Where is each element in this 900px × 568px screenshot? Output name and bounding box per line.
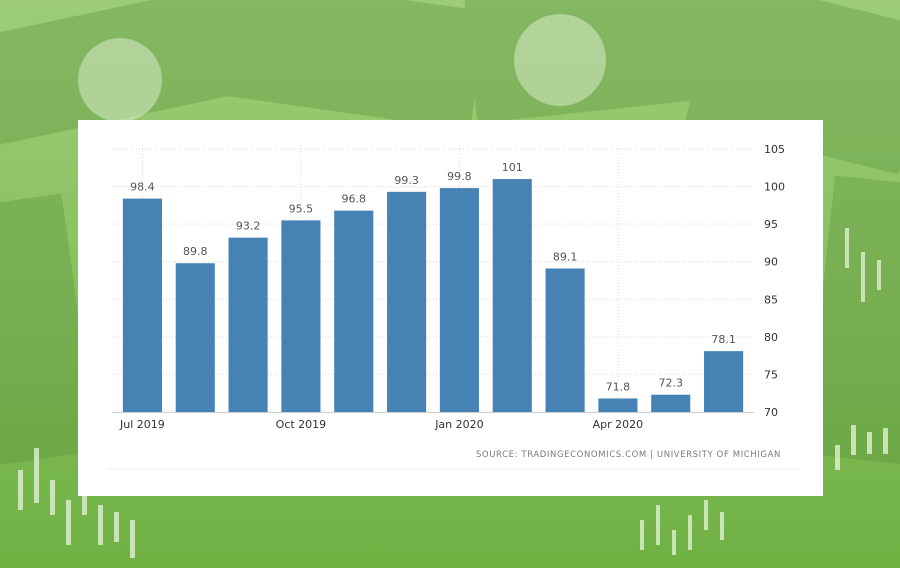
chart-source: SOURCE: TRADINGECONOMICS.COM | UNIVERSIT… [475, 450, 781, 460]
y-tick-label: 85 [764, 293, 778, 306]
bar-jul-2019 [122, 198, 162, 412]
bar-nov-2019 [334, 210, 374, 412]
data-label: 72.3 [659, 377, 684, 390]
data-label: 98.4 [130, 181, 155, 194]
bar-sep-2019 [228, 237, 268, 412]
bar-may-2020 [651, 394, 691, 412]
y-tick-label: 100 [764, 181, 785, 194]
data-label: 96.8 [342, 193, 367, 206]
consumer-sentiment-bar-chart: 70 75 80 85 90 95 100 105 98.4 89.8 93.2 95.5 96.8 99… [106, 143, 800, 470]
data-label: 95.5 [289, 202, 314, 215]
bar-jan-2020 [439, 188, 479, 412]
bar-apr-2020 [598, 398, 638, 412]
x-tick-label: Oct 2019 [276, 418, 327, 431]
bar-mar-2020 [545, 268, 585, 412]
data-label: 101 [502, 161, 523, 174]
y-tick-label: 90 [764, 256, 778, 269]
data-label: 89.8 [183, 245, 208, 258]
data-label: 93.2 [236, 220, 260, 233]
x-tick-label: Jul 2019 [119, 418, 165, 431]
x-tick-label: Apr 2020 [593, 418, 644, 431]
data-label: 99.8 [447, 170, 472, 183]
bar-aug-2019 [175, 263, 215, 412]
x-tick-label: Jan 2020 [434, 418, 483, 431]
data-label: 99.3 [394, 174, 419, 187]
data-label: 71.8 [606, 380, 631, 393]
y-tick-label: 75 [764, 368, 778, 381]
y-tick-label: 95 [764, 218, 778, 231]
data-label: 78.1 [711, 333, 736, 346]
y-tick-label: 80 [764, 331, 778, 344]
data-label: 89.1 [553, 250, 578, 263]
bar-feb-2020 [492, 179, 532, 412]
y-tick-label: 70 [764, 406, 778, 419]
y-tick-label: 105 [764, 143, 785, 156]
chart-card: 70 75 80 85 90 95 100 105 98.4 89.8 93.2 95.5 96.8 99… [78, 120, 823, 496]
bar-oct-2019 [281, 220, 321, 412]
bar-dec-2019 [387, 191, 427, 412]
bar-jun-2020 [704, 351, 744, 412]
